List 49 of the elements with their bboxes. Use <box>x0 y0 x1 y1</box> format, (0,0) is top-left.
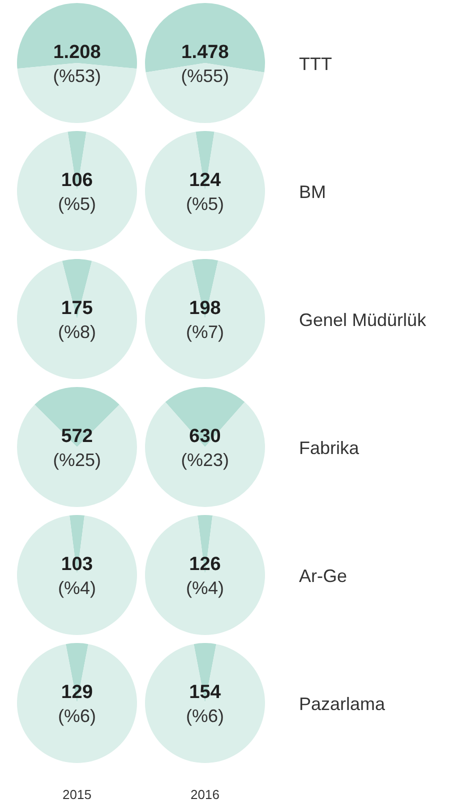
text: 175 <box>61 298 94 319</box>
text: (%8) <box>58 322 96 342</box>
text: (%25) <box>52 450 102 470</box>
text: 129 <box>61 682 93 703</box>
pie-slice <box>146 63 264 123</box>
pie-slice <box>145 402 265 507</box>
text: (%6) <box>58 706 96 726</box>
pie-slice <box>17 132 137 251</box>
pie-slice <box>145 644 265 763</box>
text: 154 <box>189 682 222 703</box>
pie-slice <box>145 260 265 379</box>
text: 572 <box>61 426 93 447</box>
text: 630 <box>189 426 221 447</box>
text: 106 <box>61 170 93 191</box>
pie-slice <box>145 132 265 251</box>
text: (%4) <box>186 578 224 598</box>
pie-slice <box>34 387 120 447</box>
text: 126 <box>189 554 221 575</box>
text: (%4) <box>58 578 96 598</box>
pie-slice <box>62 259 92 319</box>
text: Genel Müdürlük <box>299 310 428 330</box>
pie-slice <box>17 63 137 123</box>
pie-slice <box>192 259 218 319</box>
text: Pazarlama <box>299 694 386 714</box>
text: 103 <box>61 554 93 575</box>
text: TTT <box>299 54 332 74</box>
text: 198 <box>189 298 221 319</box>
text: 1.478 <box>181 42 229 63</box>
text: (%6) <box>186 706 224 726</box>
text: 1.208 <box>53 42 101 63</box>
text: (%5) <box>186 194 224 214</box>
text: (%55) <box>180 66 230 86</box>
pie-slice <box>17 404 137 507</box>
text: BM <box>299 182 326 202</box>
pie-slice <box>17 3 137 69</box>
pie-slice <box>165 387 245 447</box>
pie-slice <box>17 644 137 763</box>
text: Fabrika <box>299 438 360 458</box>
pie-slice <box>17 260 137 379</box>
pie-slice <box>145 515 265 635</box>
pie-slice <box>17 515 137 635</box>
text: (%5) <box>58 194 96 214</box>
text: 2015 <box>62 787 92 802</box>
text: 2016 <box>190 787 220 802</box>
text: (%53) <box>52 66 102 86</box>
text: (%23) <box>180 450 230 470</box>
text: Ar-Ge <box>299 566 348 586</box>
text: 124 <box>189 170 222 191</box>
text: (%7) <box>186 322 224 342</box>
